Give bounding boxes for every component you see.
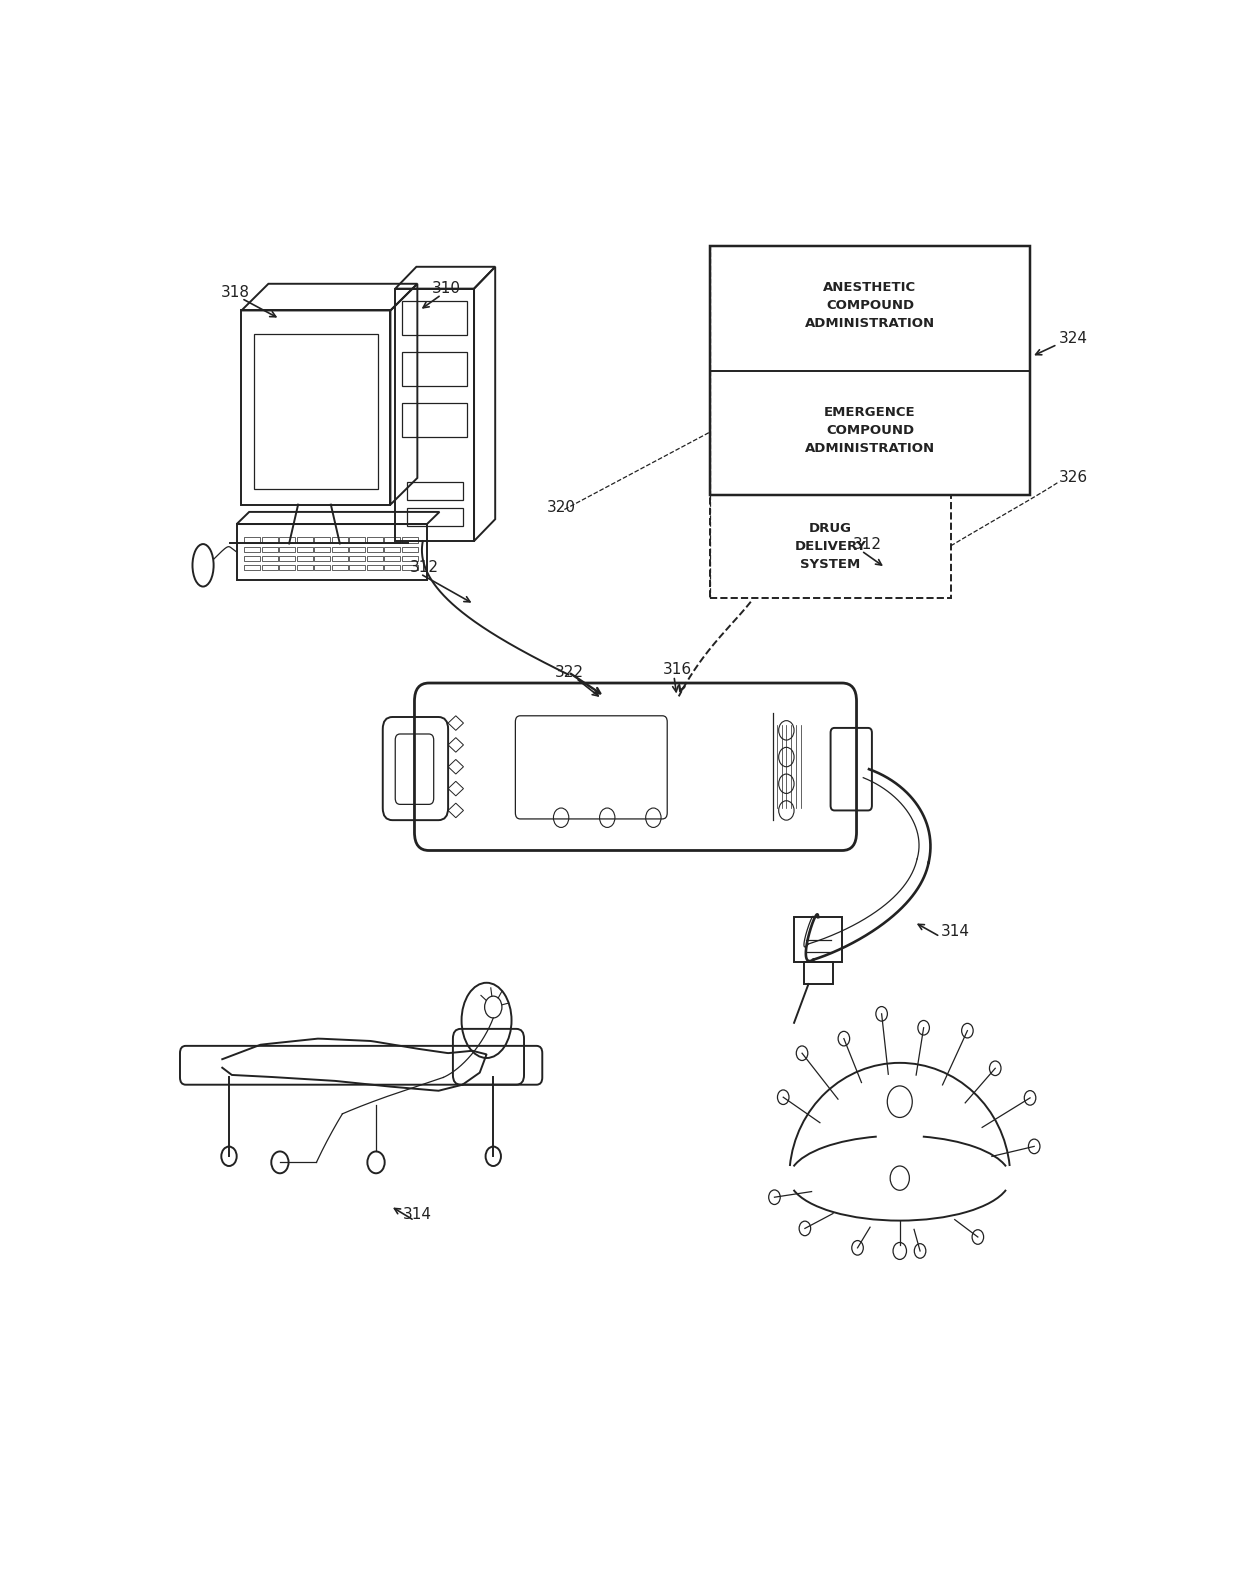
- Text: 314: 314: [403, 1207, 432, 1221]
- Text: 326: 326: [1058, 471, 1087, 485]
- Text: 322: 322: [554, 665, 584, 679]
- Text: 320: 320: [547, 500, 577, 514]
- Text: DRUG
DELIVERY
SYSTEM: DRUG DELIVERY SYSTEM: [795, 522, 867, 571]
- Text: 318: 318: [221, 285, 249, 299]
- Text: EMERGENCE
COMPOUND
ADMINISTRATION: EMERGENCE COMPOUND ADMINISTRATION: [805, 405, 935, 455]
- Text: 324: 324: [1058, 331, 1087, 345]
- Text: 316: 316: [662, 662, 692, 678]
- Text: 310: 310: [432, 281, 461, 296]
- Text: 314: 314: [941, 924, 970, 939]
- Text: 312: 312: [853, 537, 882, 552]
- Text: ANESTHETIC
COMPOUND
ADMINISTRATION: ANESTHETIC COMPOUND ADMINISTRATION: [805, 282, 935, 331]
- Text: 312: 312: [409, 559, 439, 575]
